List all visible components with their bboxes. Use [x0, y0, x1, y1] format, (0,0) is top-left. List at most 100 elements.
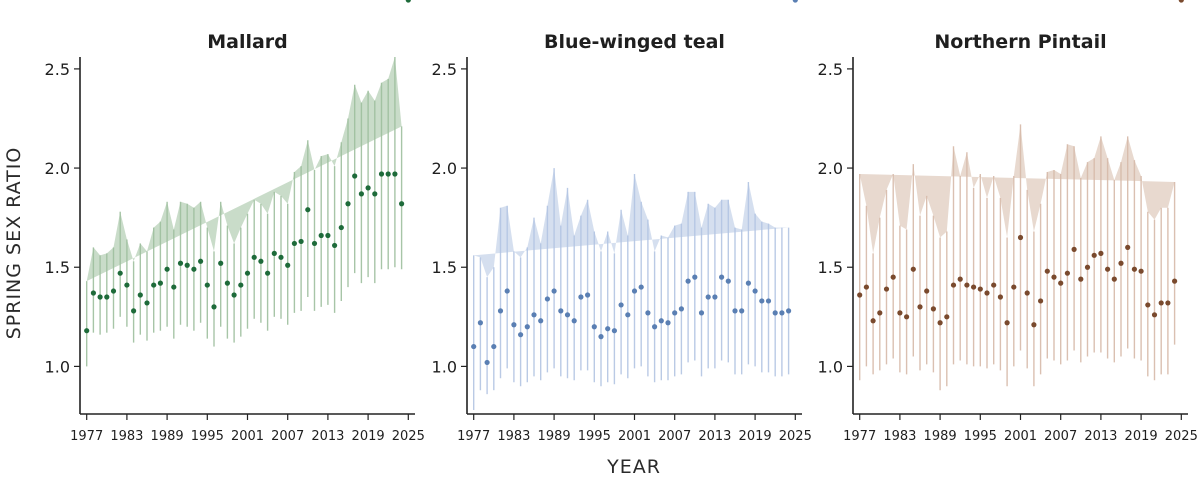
y-axis-title: SPRING SEX RATIO	[3, 147, 25, 340]
data-point	[585, 292, 591, 298]
data-point	[1165, 300, 1171, 306]
data-point	[792, 0, 798, 3]
data-point	[1105, 266, 1111, 272]
y-tick-label: 2.0	[818, 159, 843, 178]
x-tick-label: 1989	[924, 429, 957, 444]
data-point	[1004, 320, 1010, 326]
y-tick-label: 1.0	[45, 357, 70, 376]
data-point	[90, 290, 96, 296]
data-point	[672, 310, 678, 316]
data-point	[318, 232, 324, 239]
data-point	[857, 292, 863, 298]
data-point	[1158, 300, 1164, 306]
data-point	[997, 294, 1004, 300]
data-point	[251, 254, 257, 260]
x-tick-label: 1983	[883, 429, 916, 444]
data-point	[739, 308, 745, 314]
data-point	[1098, 250, 1104, 256]
data-point	[117, 270, 123, 276]
x-tick-label: 2001	[231, 429, 264, 444]
data-point	[544, 296, 551, 302]
data-point	[772, 310, 778, 316]
data-point	[618, 302, 624, 308]
data-point	[863, 284, 870, 290]
data-point	[204, 282, 210, 288]
data-point	[883, 286, 890, 292]
data-point	[984, 290, 990, 296]
data-point	[285, 262, 291, 268]
data-point	[571, 318, 577, 324]
data-point	[564, 312, 571, 318]
x-tick-label: 2019	[1125, 429, 1158, 444]
data-point	[957, 276, 963, 282]
panel-title: Blue-winged teal	[544, 31, 725, 53]
data-point	[658, 318, 664, 324]
data-point	[291, 240, 297, 247]
data-point	[191, 266, 197, 272]
x-tick-label: 2007	[658, 429, 691, 444]
data-point	[265, 270, 271, 276]
data-point	[698, 310, 705, 316]
data-point	[311, 240, 318, 247]
data-point	[484, 359, 490, 366]
data-point	[338, 224, 344, 231]
data-point	[732, 308, 738, 314]
y-tick-label: 2.5	[45, 60, 70, 79]
data-point	[705, 294, 711, 300]
confidence-band-area	[473, 168, 789, 278]
x-tick-label: 2019	[352, 429, 385, 444]
data-point	[578, 294, 584, 300]
data-point	[504, 288, 510, 294]
data-point	[1091, 252, 1097, 258]
data-point	[910, 266, 916, 272]
x-tick-label: 2019	[739, 429, 772, 444]
data-point	[924, 288, 930, 294]
data-point	[631, 288, 638, 294]
data-points	[471, 0, 798, 366]
x-tick-label: 1977	[843, 429, 876, 444]
data-point	[258, 258, 264, 264]
data-point	[345, 201, 351, 207]
data-point	[244, 270, 251, 276]
data-point	[298, 238, 304, 245]
data-point	[1118, 260, 1124, 266]
data-point	[665, 320, 671, 326]
data-point	[712, 294, 718, 300]
y-tick-label: 1.0	[432, 357, 457, 376]
data-point	[137, 292, 143, 298]
panel-title: Northern Pintail	[934, 31, 1106, 53]
data-point	[904, 314, 910, 320]
data-point	[278, 254, 284, 260]
data-point	[325, 232, 331, 239]
data-point	[124, 282, 130, 288]
x-tick-label: 2013	[698, 429, 731, 444]
data-point	[897, 310, 903, 316]
x-tick-label: 1995	[191, 429, 224, 444]
data-point	[765, 298, 772, 304]
y-tick-label: 1.5	[818, 258, 843, 277]
data-point	[104, 294, 110, 300]
data-point	[511, 322, 517, 328]
chart-panel-1: Blue-winged teal 1.0 1.5 2.0 2.5 1977 1983 1989…	[432, 0, 812, 444]
data-point	[1172, 278, 1178, 284]
data-point	[1151, 312, 1158, 318]
data-point	[611, 328, 618, 334]
data-point	[224, 280, 230, 286]
data-point	[144, 300, 150, 306]
data-point	[1031, 322, 1037, 328]
data-point	[358, 191, 364, 197]
data-point	[184, 262, 190, 268]
chart-panels: Mallard 1.0 1.5 2.0 2.5 1977 1983 1989 1995 2001 2…	[45, 0, 1198, 444]
data-points	[857, 0, 1184, 328]
confidence-band	[859, 124, 1176, 391]
data-point	[405, 0, 411, 3]
data-point	[177, 260, 184, 266]
data-point	[937, 320, 943, 326]
data-point	[551, 288, 557, 294]
data-point	[518, 332, 524, 338]
x-tick-label: 1989	[538, 429, 571, 444]
data-point	[198, 258, 204, 264]
y-tick-label: 1.5	[432, 258, 457, 277]
x-tick-label: 1989	[151, 429, 184, 444]
